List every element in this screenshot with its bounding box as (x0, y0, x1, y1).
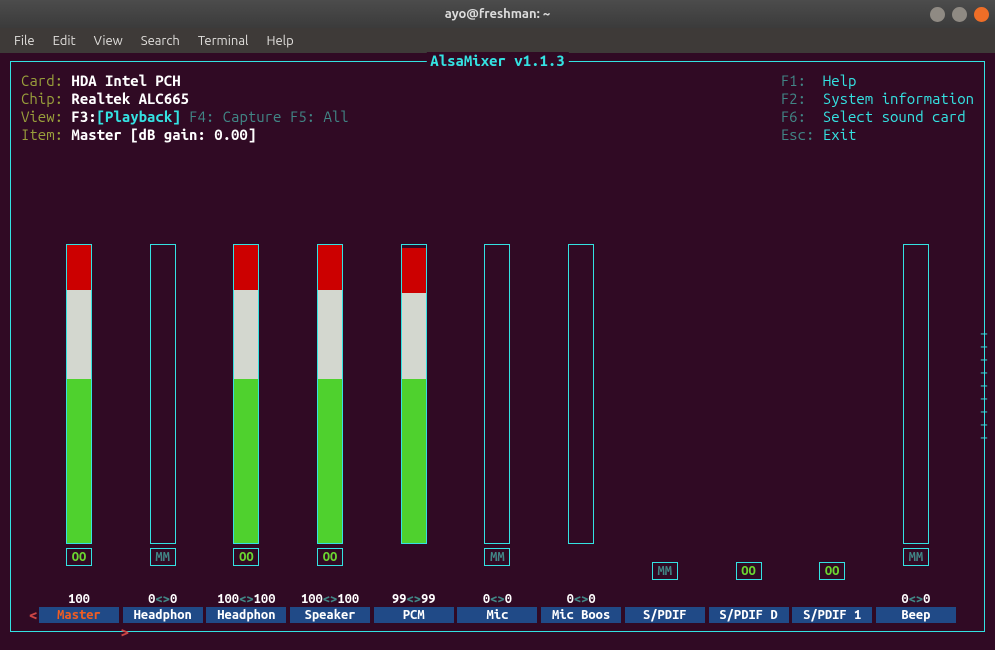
card-label: Card: (21, 72, 63, 89)
volume-label: 100<>100 (217, 592, 275, 606)
item-value: Master [dB gain: 0.00] (71, 126, 256, 143)
channel-name: Speaker (290, 607, 370, 623)
hotkey-f1-action: Help (823, 72, 857, 89)
maximize-icon[interactable] (952, 7, 967, 22)
channel-headphon[interactable]: OO 100<>100Headphon (206, 244, 286, 623)
channel-mic-boos[interactable]: 0<>0Mic Boos (541, 244, 621, 623)
item-label: Item: (21, 126, 63, 143)
volume-label: 0<>0 (483, 592, 512, 606)
view-label: View: (21, 108, 63, 125)
channel-name: Beep (876, 607, 956, 623)
volume-label: 0<>0 (148, 592, 177, 606)
volume-bar[interactable] (484, 244, 510, 544)
volume-bar[interactable] (401, 244, 427, 544)
menu-help[interactable]: Help (258, 32, 301, 50)
channel-name: S/PDIF D (709, 607, 789, 623)
mute-indicator[interactable]: OO (66, 548, 92, 566)
channel-mic[interactable]: MM 0<>0Mic (457, 244, 537, 623)
channel-name: Headphon (123, 607, 203, 623)
menubar: File Edit View Search Terminal Help (0, 28, 995, 53)
menu-view[interactable]: View (86, 32, 131, 50)
mute-indicator[interactable]: MM (484, 548, 510, 566)
chip-label: Chip: (21, 90, 63, 107)
close-icon[interactable] (974, 7, 989, 22)
mute-indicator[interactable]: MM (150, 548, 176, 566)
window-title: ayo@freshman: ~ (445, 7, 550, 21)
mute-indicator[interactable]: OO (736, 562, 762, 580)
minimize-icon[interactable] (930, 7, 945, 22)
volume-bar[interactable] (568, 244, 594, 544)
channel-headphon[interactable]: MM 0<>0Headphon (123, 244, 203, 623)
hotkey-esc: Esc: (781, 126, 815, 143)
window-titlebar: ayo@freshman: ~ (0, 0, 995, 28)
view-f5: F5: All (290, 108, 349, 125)
hotkey-f6-action: Select sound card (823, 108, 966, 125)
mute-indicator[interactable]: OO (317, 548, 343, 566)
volume-bar[interactable] (150, 244, 176, 544)
hotkey-f1: F1: (781, 72, 806, 89)
hotkey-f6: F6: (781, 108, 806, 125)
app-title: AlsaMixer v1.1.3 (426, 52, 568, 69)
alsamixer-frame: AlsaMixer v1.1.3 Card: HDA Intel PCH Chi… (10, 61, 985, 632)
channel-name: Mic Boos (541, 607, 621, 623)
volume-bar[interactable] (317, 244, 343, 544)
window-controls (930, 7, 989, 22)
volume-label: 100<>100 (301, 592, 359, 606)
mute-indicator[interactable]: OO (233, 548, 259, 566)
menu-terminal[interactable]: Terminal (190, 32, 257, 50)
volume-bar[interactable] (903, 244, 929, 544)
scale-marks: −−−−−−−−− (980, 327, 988, 444)
channel-master[interactable]: OO100<Master> (39, 244, 119, 623)
channel-name: PCM (374, 607, 454, 623)
mute-indicator[interactable]: OO (819, 562, 845, 580)
chip-value: Realtek ALC665 (71, 90, 189, 107)
channel-name: Headphon (206, 607, 286, 623)
volume-label: 0<>0 (567, 592, 596, 606)
volume-label: 99<>99 (392, 592, 436, 606)
card-value: HDA Intel PCH (71, 72, 180, 89)
channel-name: S/PDIF 1 (792, 607, 872, 623)
view-f4: F4: Capture (189, 108, 281, 125)
hotkey-esc-action: Exit (823, 126, 857, 143)
channel-speaker[interactable]: OO 100<>100Speaker (290, 244, 370, 623)
volume-label: 0<>0 (901, 592, 930, 606)
hotkey-f2-action: System information (823, 90, 974, 107)
channels-container: OO100<Master>MM0<>0HeadphonOO100<>100Hea… (39, 244, 956, 623)
mute-indicator[interactable]: MM (903, 548, 929, 566)
channel-name: S/PDIF (625, 607, 705, 623)
hotkeys: F1: Help F2: System information F6: Sele… (781, 72, 974, 144)
terminal[interactable]: AlsaMixer v1.1.3 Card: HDA Intel PCH Chi… (0, 53, 995, 650)
view-f3-label: F3: (71, 108, 96, 125)
mute-indicator[interactable]: MM (652, 562, 678, 580)
menu-search[interactable]: Search (133, 32, 188, 50)
channel-name: Master (39, 607, 119, 623)
channel-pcm[interactable]: 99<>99PCM (374, 244, 454, 623)
menu-file[interactable]: File (6, 32, 43, 50)
volume-bar[interactable] (66, 244, 92, 544)
channel-s-pdif-d[interactable]: OO S/PDIF D (709, 258, 789, 623)
menu-edit[interactable]: Edit (45, 32, 84, 50)
channel-s-pdif[interactable]: MM S/PDIF (625, 258, 705, 623)
channel-beep[interactable]: MM 0<>0Beep (876, 244, 956, 623)
volume-label: 100 (68, 592, 90, 606)
volume-bar[interactable] (233, 244, 259, 544)
view-playback: [Playback] (97, 108, 181, 125)
channel-s-pdif-1[interactable]: OO S/PDIF 1 (792, 258, 872, 623)
channel-name: Mic (457, 607, 537, 623)
hotkey-f2: F2: (781, 90, 806, 107)
